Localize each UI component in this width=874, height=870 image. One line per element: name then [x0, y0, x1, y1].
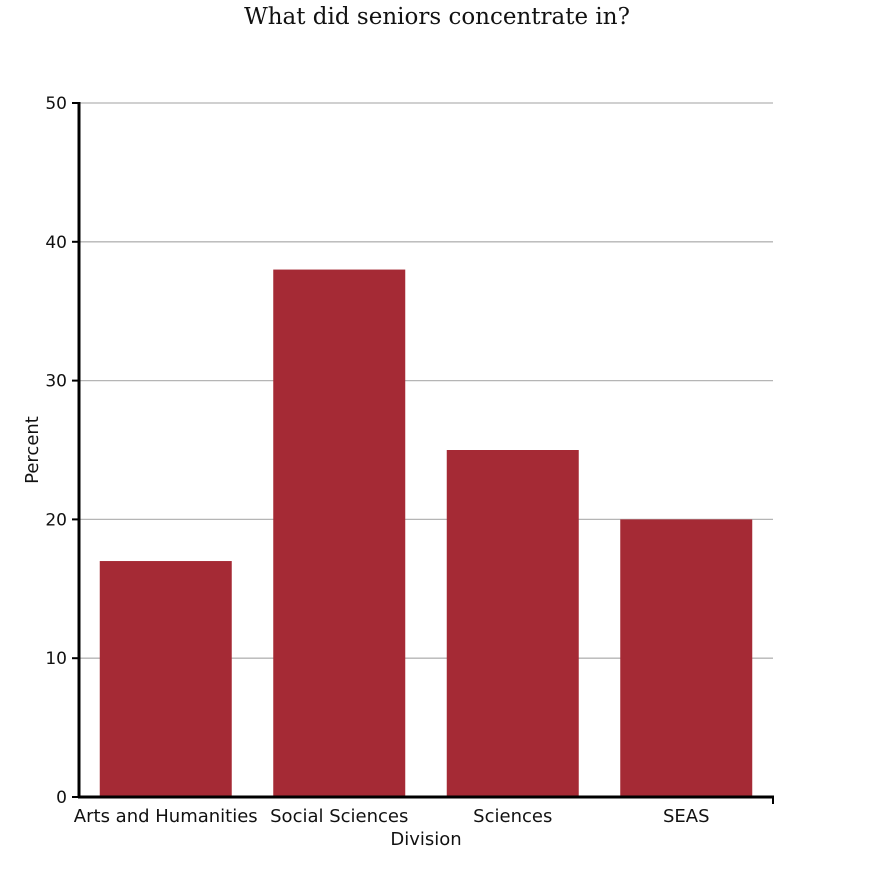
- y-tick-label: 20: [45, 510, 67, 530]
- y-tick-label: 0: [56, 788, 67, 808]
- y-axis-label: Percent: [22, 416, 43, 484]
- x-tick-label: Arts and Humanities: [74, 806, 258, 827]
- bar: [620, 519, 753, 797]
- y-tick-label: 50: [45, 94, 67, 114]
- x-tick-label: Social Sciences: [270, 806, 408, 827]
- x-tick-label: Sciences: [473, 806, 552, 827]
- y-tick-label: 40: [45, 233, 67, 253]
- bars: [99, 269, 753, 797]
- axes: [72, 102, 774, 804]
- bar: [99, 561, 232, 797]
- x-axis-label: Division: [390, 829, 461, 850]
- bar: [446, 450, 579, 797]
- y-tick-label: 30: [45, 372, 67, 392]
- chart-title: What did seniors concentrate in?: [244, 4, 630, 30]
- bar: [273, 269, 406, 797]
- tick-labels: 0 10 20 30 40 50 Arts and Humanities Social Sci…: [45, 94, 709, 827]
- y-tick-label: 10: [45, 649, 67, 669]
- x-tick-label: SEAS: [663, 806, 710, 827]
